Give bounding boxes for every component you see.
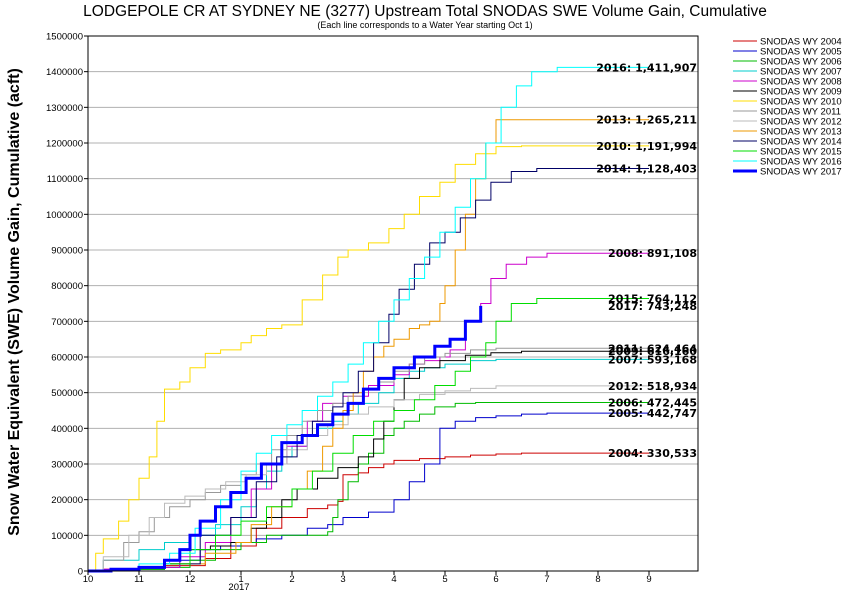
legend-label: SNODAS WY 2005 <box>760 47 842 58</box>
chart-title: LODGEPOLE CR AT SYDNEY NE (3277) Upstrea… <box>83 3 767 20</box>
legend-label: SNODAS WY 2015 <box>760 147 842 158</box>
plot-frame <box>87 35 699 572</box>
x-tick-label: 9 <box>646 574 651 585</box>
x-tick-label: 11 <box>134 574 144 585</box>
y-tick-label: 800000 <box>51 281 83 292</box>
series-end-label: 2009: 616,160 <box>608 345 697 358</box>
series-line <box>88 350 649 572</box>
y-axis-label: Snow Water Equivalent (SWE) Volume Gain,… <box>6 68 23 536</box>
x-tick-label: 8 <box>595 574 600 585</box>
legend-label: SNODAS WY 2014 <box>760 137 842 148</box>
series-line <box>88 385 649 572</box>
chart-subtitle: (Each line corresponds to a Water Year s… <box>317 20 532 30</box>
series-line <box>88 402 649 572</box>
series-end-label: 2005: 442,747 <box>608 407 697 420</box>
x-tick-label: 2 <box>289 574 294 585</box>
y-tick-label: 1200000 <box>46 139 83 150</box>
x-tick-label: 6 <box>493 574 498 585</box>
y-tick-label: 200000 <box>51 495 83 506</box>
series-end-label: 2014: 1,128,403 <box>596 163 697 176</box>
y-tick-label: 700000 <box>51 317 83 328</box>
series-line <box>88 452 649 572</box>
series-line <box>88 412 649 572</box>
series-end-label: 2015: 764,112 <box>608 292 697 305</box>
x-tick-label: 5 <box>442 574 447 585</box>
series-end-label: 2004: 330,533 <box>608 447 697 460</box>
series-end-label: 2012: 518,934 <box>608 380 697 393</box>
y-tick-label: 1300000 <box>46 103 83 114</box>
x-ticks: 10 11 12 1 2 3 4 5 6 7 8 9 <box>83 571 652 585</box>
y-tick-label: 1000000 <box>46 210 83 221</box>
x-tick-label: 1 <box>238 574 243 585</box>
y-tick-label: 900000 <box>51 246 83 257</box>
series-end-label: 2016: 1,411,907 <box>596 61 697 74</box>
x-tick-label: 10 <box>83 574 94 585</box>
series-line <box>88 252 649 572</box>
legend-label: SNODAS WY 2009 <box>760 87 842 98</box>
legend-label: SNODAS WY 2012 <box>760 117 842 128</box>
y-tick-label: 0 <box>78 567 83 578</box>
series-line <box>88 298 649 572</box>
series-end-label: 2013: 1,265,211 <box>596 114 697 127</box>
series-group <box>88 66 649 573</box>
y-tick-label: 300000 <box>51 460 83 471</box>
y-tick-label: 600000 <box>51 353 83 364</box>
series-end-label: 2011: 624,464 <box>608 342 697 355</box>
y-tick-label: 1400000 <box>46 67 83 78</box>
legend-label: SNODAS WY 2017 <box>760 167 842 178</box>
x-tick-label: 12 <box>185 574 196 585</box>
y-tick-label: 100000 <box>51 531 83 542</box>
series-end-label: 2017: 743,248 <box>608 300 697 313</box>
x-tick-label: 7 <box>544 574 549 585</box>
series-line <box>88 305 483 573</box>
series-end-label: 2010: 1,191,994 <box>596 140 697 153</box>
legend-label: SNODAS WY 2004 <box>760 37 842 48</box>
legend-label: SNODAS WY 2007 <box>760 67 842 78</box>
legend-label: SNODAS WY 2010 <box>760 97 842 108</box>
series-end-label: 2006: 472,445 <box>608 396 697 409</box>
series-end-label: 2008: 891,108 <box>608 247 697 260</box>
y-tick-label: 1100000 <box>47 174 83 185</box>
y-tick-label: 1500000 <box>46 32 83 43</box>
series-line <box>88 145 649 572</box>
legend-label: SNODAS WY 2008 <box>760 77 842 88</box>
y-ticks: 0 100000 200000 300000 400000 500000 600000 700… <box>46 32 88 578</box>
legend-label: SNODAS WY 2013 <box>760 127 842 138</box>
legend-label: SNODAS WY 2011 <box>760 107 841 118</box>
legend-label: SNODAS WY 2016 <box>760 157 842 168</box>
series-line <box>88 168 649 572</box>
legend-label: SNODAS WY 2006 <box>760 57 842 68</box>
x-tick-label: 3 <box>340 574 345 585</box>
y-tick-label: 500000 <box>51 388 83 399</box>
x-tick-label: 4 <box>391 574 396 585</box>
x-year-label: 2017 <box>228 582 249 593</box>
y-tick-label: 400000 <box>51 424 83 435</box>
series-end-label: 2007: 593,168 <box>608 353 697 366</box>
series-line <box>88 66 649 572</box>
